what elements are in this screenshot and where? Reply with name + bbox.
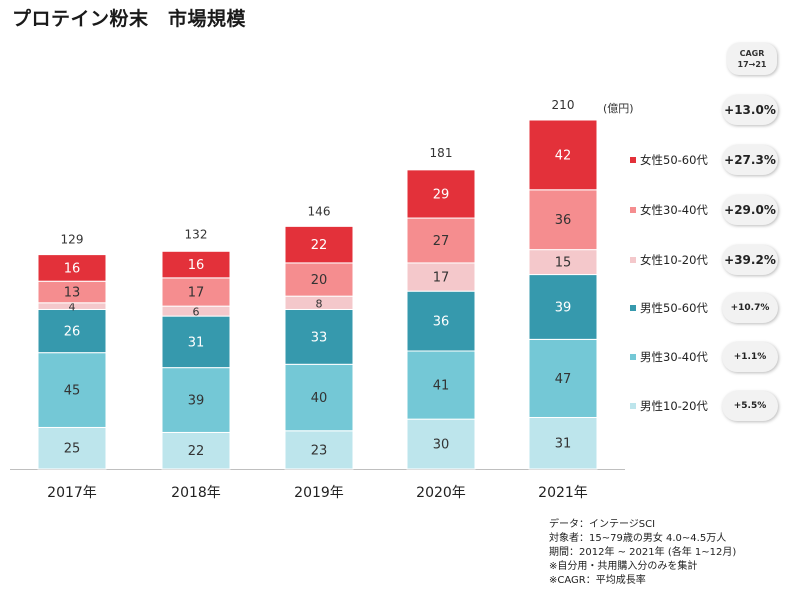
data-label: 17 — [188, 286, 205, 301]
data-label: 26 — [64, 325, 81, 340]
note-line: 期間：2012年 ~ 2021年 (各年 1~12月) — [549, 547, 737, 558]
cagr-header-line2: 17→21 — [737, 60, 767, 69]
bar-segment — [528, 274, 598, 340]
legend-swatch — [630, 403, 636, 409]
data-label: 42 — [555, 148, 572, 163]
x-tick-label: 2017年 — [47, 485, 97, 501]
total-label: 146 — [308, 204, 331, 218]
data-label: 33 — [311, 330, 328, 345]
legend-swatch — [630, 305, 636, 311]
bar-segment — [161, 250, 231, 279]
total-label: 210 — [552, 98, 575, 112]
note-line: データ：インテージSCI — [549, 519, 656, 530]
bar-segment — [528, 249, 598, 276]
data-label: 27 — [433, 234, 450, 249]
bar-segment — [406, 290, 476, 352]
total-label: 181 — [430, 146, 453, 160]
cagr-header-bubble: CAGR 17→21 — [727, 43, 777, 75]
data-label: 29 — [433, 187, 450, 202]
legend-swatch — [630, 157, 636, 163]
legend-item: 女性10-20代 — [630, 252, 708, 268]
data-label: 41 — [433, 379, 450, 394]
data-label: 31 — [188, 335, 205, 350]
bar-segment — [37, 308, 107, 354]
note-line: ※CAGR：平均成長率 — [549, 575, 646, 586]
legend-label: 男性50-60代 — [640, 301, 708, 315]
bar-segment — [284, 363, 354, 432]
legend-item: 男性50-60代 — [630, 300, 708, 316]
cagr-header-line1: CAGR — [739, 49, 765, 58]
bar-segment — [37, 426, 107, 470]
data-label: 39 — [188, 394, 205, 409]
bar-segment — [406, 217, 476, 264]
data-label: 45 — [64, 384, 81, 399]
x-tick-label: 2021年 — [538, 485, 588, 501]
cagr-bubble: +1.1% — [722, 342, 778, 372]
data-label: 36 — [433, 315, 450, 330]
legend-item: 女性30-40代 — [630, 202, 708, 218]
bar-segment — [406, 262, 476, 292]
data-label: 4 — [69, 301, 76, 314]
data-label: 40 — [311, 391, 328, 406]
cagr-bubble: +27.3% — [722, 145, 778, 175]
data-label: 22 — [311, 238, 328, 253]
source-notes: データ：インテージSCI 対象者：15~79歳の男女 4.0~4.5万人 期間：… — [549, 518, 736, 588]
data-label: 23 — [311, 443, 328, 458]
total-cagr-bubble: +13.0% — [722, 95, 778, 125]
cagr-bubble: +10.7% — [722, 293, 778, 323]
data-label: 47 — [555, 372, 572, 387]
data-label: 39 — [555, 300, 572, 315]
data-label: 36 — [555, 213, 572, 228]
bar-segment — [284, 430, 354, 470]
cagr-bubble: +5.5% — [722, 391, 778, 421]
data-label: 8 — [316, 297, 323, 310]
legend-item: 男性30-40代 — [630, 349, 708, 365]
cagr-bubble: +29.0% — [722, 195, 778, 225]
note-line: 対象者：15~79歳の男女 4.0~4.5万人 — [549, 533, 727, 544]
legend-label: 女性10-20代 — [640, 253, 708, 267]
data-label: 30 — [433, 438, 450, 453]
data-label: 15 — [555, 256, 572, 271]
legend-label: 男性10-20代 — [640, 399, 708, 413]
data-label: 25 — [64, 442, 81, 457]
note-line: ※自分用・共用購入分のみを集計 — [549, 561, 698, 572]
unit-label: (億円) — [603, 102, 634, 115]
legend-item: 男性10-20代 — [630, 398, 708, 414]
bar-segment — [284, 225, 354, 264]
chart-title: プロテイン粉末 市場規模 — [12, 8, 247, 30]
legend-swatch — [630, 354, 636, 360]
bar-segment — [406, 350, 476, 420]
total-label: 132 — [185, 228, 208, 242]
data-label: 17 — [433, 271, 450, 286]
bar-segment — [284, 262, 354, 297]
bar-segment — [161, 367, 231, 433]
legend-label: 女性50-60代 — [640, 153, 708, 167]
data-label: 16 — [188, 258, 205, 273]
data-label: 20 — [311, 273, 328, 288]
data-label: 13 — [64, 286, 81, 301]
legend-swatch — [630, 257, 636, 263]
legend-swatch — [630, 207, 636, 213]
data-label: 6 — [193, 306, 200, 319]
bar-segment — [406, 418, 476, 470]
legend-item: 女性50-60代 — [630, 152, 708, 168]
bar-segment — [284, 308, 354, 365]
legend-label: 女性30-40代 — [640, 203, 708, 217]
data-label: 31 — [555, 437, 572, 452]
bar-segment — [406, 169, 476, 219]
bar-segment — [37, 254, 107, 282]
data-label: 16 — [64, 261, 81, 276]
legend-label: 男性30-40代 — [640, 350, 708, 364]
bar-segment — [528, 189, 598, 251]
bar-segment — [161, 315, 231, 369]
x-tick-label: 2019年 — [294, 485, 344, 501]
data-label: 22 — [188, 444, 205, 459]
x-tick-label: 2018年 — [171, 485, 221, 501]
x-tick-label: 2020年 — [416, 485, 466, 501]
cagr-bubble: +39.2% — [722, 245, 778, 275]
total-label: 129 — [61, 233, 84, 247]
bar-segment — [528, 119, 598, 191]
